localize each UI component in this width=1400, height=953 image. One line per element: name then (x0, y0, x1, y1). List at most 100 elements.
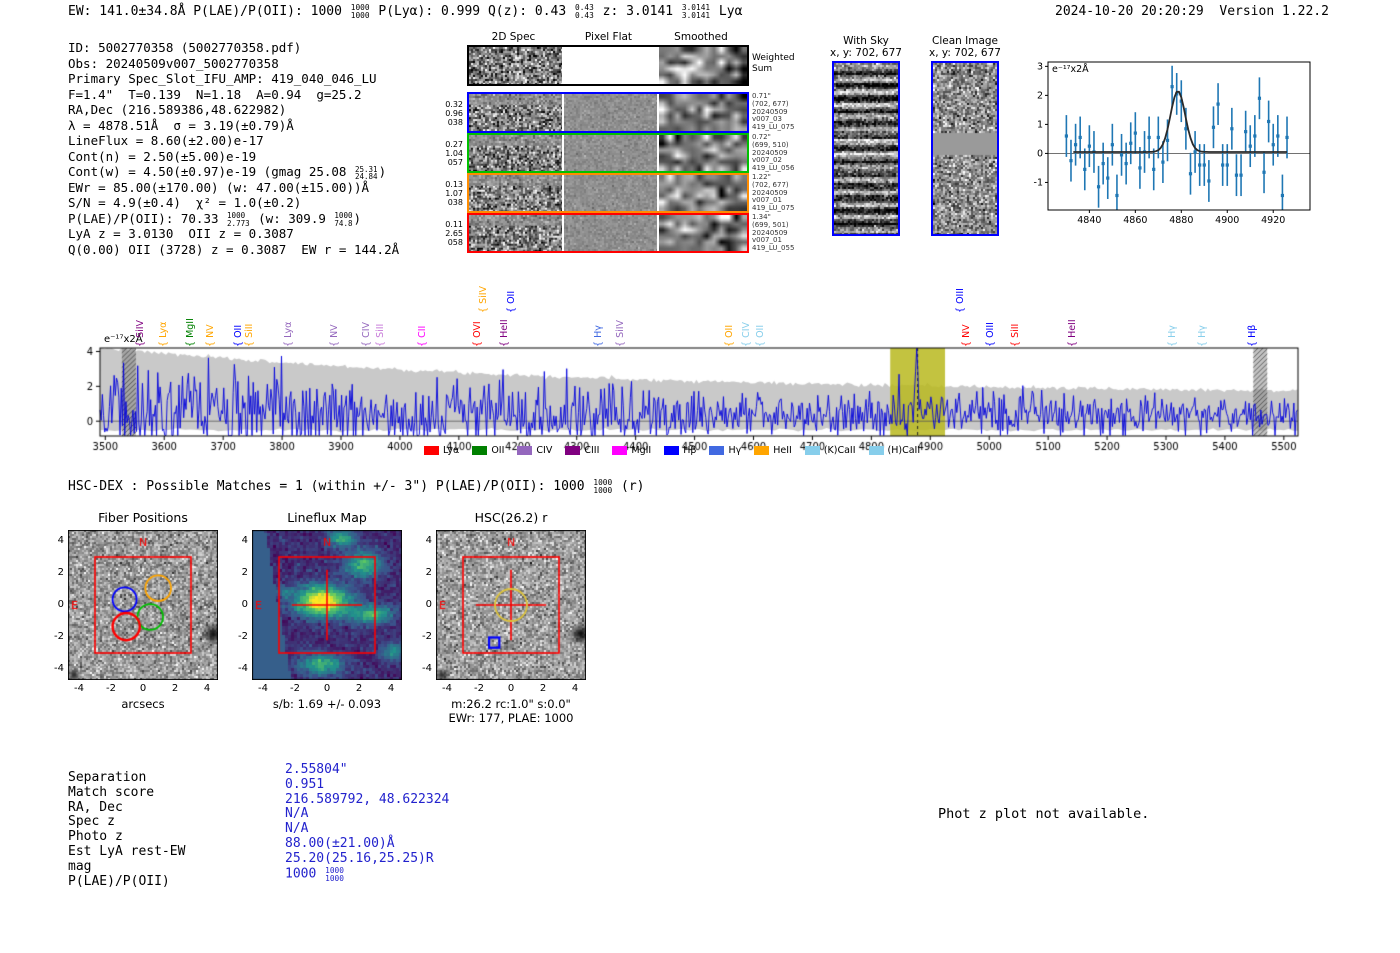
info-line: LyA z = 3.0130 OII z = 0.3087 (68, 226, 399, 242)
sky-panel-coords: x, y: 702, 677 (830, 47, 902, 59)
map-xtick: 2 (355, 683, 363, 694)
spectral-line-label: { NV (204, 324, 216, 347)
map-ytick: 0 (57, 599, 64, 610)
map-xlabel: m:26.2 rc:1.0" s:0.0" (451, 697, 571, 711)
stacked-fraction: 1000 1000 (350, 3, 370, 21)
spectral-line-label: { OII (724, 324, 736, 347)
svg-text:4880: 4880 (1169, 215, 1193, 226)
spectral-line-label: { OII (754, 324, 766, 347)
cutout-row-right-labels: Weighted Sum (752, 53, 795, 74)
map-xlabel2: EWr: 177, PLAE: 1000 (448, 711, 574, 725)
stacked-fraction: 3.0141 3.0141 (681, 3, 711, 21)
spectral-line-label: { OIII (955, 288, 967, 313)
svg-text:4860: 4860 (1123, 215, 1147, 226)
summary-line: EW: 141.0±34.8Å P(LAE)/P(OII): 1000 1000… (68, 4, 742, 20)
legend-swatch (517, 446, 533, 455)
legend-swatch (612, 446, 628, 455)
cutout-row (467, 173, 749, 213)
match-table-label: P(LAE)/P(OII) (68, 873, 170, 889)
spec2d-image (469, 215, 562, 251)
map-ytick: 2 (241, 567, 248, 578)
text-segment: Cont(n) = 2.50(±5.00)e-19 (68, 148, 257, 164)
text-segment: Obs: 20240509v007_5002770358 (68, 55, 279, 71)
spectral-line-label: { NV (961, 324, 973, 347)
line-fit-plot: 4840 4860 4880 4900 4920 -1 0 1 2 3 e⁻¹⁷x2Å (1034, 61, 1311, 226)
spectral-line-label: { SiII (374, 323, 386, 347)
svg-text:2: 2 (1037, 90, 1043, 101)
pixel-flat-image (564, 215, 657, 251)
info-line: RA,Dec (216.589386,48.622982) (68, 102, 399, 118)
match-table-label: Separation (68, 770, 147, 785)
legend-swatch (424, 446, 439, 455)
map-xtick: 0 (507, 683, 515, 694)
map-xtick: -2 (106, 683, 116, 694)
map-xlabel: arcsecs (121, 697, 165, 711)
map-ytick: 4 (241, 535, 248, 546)
cutout-row-left-labels: 0.13 1.07 038 (445, 180, 463, 207)
spectral-line-label: { OII (232, 324, 244, 347)
stacked-fraction: 1000 2.773 (227, 211, 250, 228)
spectral-line-label: { OVI (471, 321, 483, 347)
text-segment: N/A (285, 821, 309, 837)
spectral-line-label: { SiIV (134, 319, 146, 347)
spectral-line-label: { Hβ (1246, 324, 1258, 347)
spectral-line-label: { CIV (740, 322, 752, 347)
match-table-label: Photo z (68, 829, 123, 845)
sky-panel-image (832, 61, 900, 236)
spectral-line-label: { OII (506, 290, 518, 313)
map-xtick: -2 (290, 683, 300, 694)
svg-text:4900: 4900 (1215, 215, 1239, 226)
text-segment: (w: 309.9 (250, 210, 334, 226)
svg-text:1: 1 (1037, 119, 1043, 130)
text-segment: Cont(w) = 4.50(±0.97)e-19 (gmag 25.08 (68, 164, 354, 179)
match-table-value: N/A (285, 806, 449, 822)
legend-label: (K)CaII (823, 445, 856, 456)
legend-swatch (754, 446, 770, 455)
match-table-label: mag (68, 858, 92, 874)
legend-item: Hγ (709, 445, 741, 456)
text-segment: Q(0.00) OII (3728) z = 0.3087 EW r = 144… (68, 241, 400, 257)
spectral-line-label: { Lyα (282, 321, 294, 347)
sky-panel-image (931, 61, 999, 236)
map-ytick: 0 (425, 599, 432, 610)
cutout-col-header: 2D Spec (491, 31, 536, 43)
smoothed-image (659, 47, 747, 84)
legend-item: CIII (565, 445, 599, 456)
stacked-fraction: 1000 1000 (325, 865, 344, 883)
text-segment: 216.589792, 48.622324 (285, 791, 450, 807)
spectral-line-label: { MgII (184, 318, 196, 347)
report-timestamp: 2024-10-20 20:20:29 (1055, 4, 1204, 19)
map-ytick: -4 (238, 663, 248, 674)
detection-info-block: ID: 5002770358 (5002770358.pdf) Obs: 2024… (68, 40, 399, 257)
info-line: EWr = 85.00(±170.00) (w: 47.00(±15.00))Å (68, 180, 399, 196)
map-xtick: -4 (74, 683, 84, 694)
spec2d-image (469, 94, 562, 131)
stacked-fraction: 1000 1000 (593, 478, 613, 496)
text-segment: ) (378, 164, 387, 179)
info-line: ID: 5002770358 (5002770358.pdf) (68, 40, 399, 56)
map-xtick: 0 (139, 683, 147, 694)
text-segment: EW: 141.0±34.8Å P(LAE)/P(OII): 1000 (68, 4, 350, 19)
text-segment: Primary Spec_Slot_IFU_AMP: 419_040_046_L… (68, 71, 377, 86)
svg-text:4920: 4920 (1261, 215, 1285, 226)
info-line: LineFlux = 8.60(±2.00)e-17 (68, 133, 399, 149)
photz-note: Phot z plot not available. (938, 806, 1150, 822)
text-segment: RA,Dec (216.589386,48.622982) (68, 102, 287, 117)
svg-text:-1: -1 (1034, 177, 1043, 188)
spectral-line-label: { Hγ (1167, 325, 1179, 347)
match-table-label: Est LyA rest-EW (68, 843, 186, 859)
info-line: F=1.4" T=0.139 N=1.18 A=0.94 g=25.2 (68, 87, 399, 103)
report-version: Version 1.22.2 (1219, 4, 1329, 19)
text-segment: ) (353, 210, 362, 226)
svg-text:e⁻¹⁷x2Å: e⁻¹⁷x2Å (1052, 63, 1089, 75)
text-segment: S/N = 4.9(±0.4) χ² = 1.0(±0.2) (68, 195, 302, 210)
map-image-hsc_r (436, 530, 586, 680)
full-spectrum-plot (86, 336, 1312, 462)
text-segment: EWr = 85.00(±170.00) (w: 47.00(±15.00))Å (68, 179, 370, 195)
text-segment: Lyα (711, 4, 743, 19)
stacked-fraction: 25.31 24.84 (354, 164, 378, 182)
match-table-label: Spec z (68, 814, 115, 830)
legend-item: HeII (754, 445, 792, 456)
text-segment: P(Lyα): 0.999 Q(z): 0.43 (370, 4, 575, 19)
